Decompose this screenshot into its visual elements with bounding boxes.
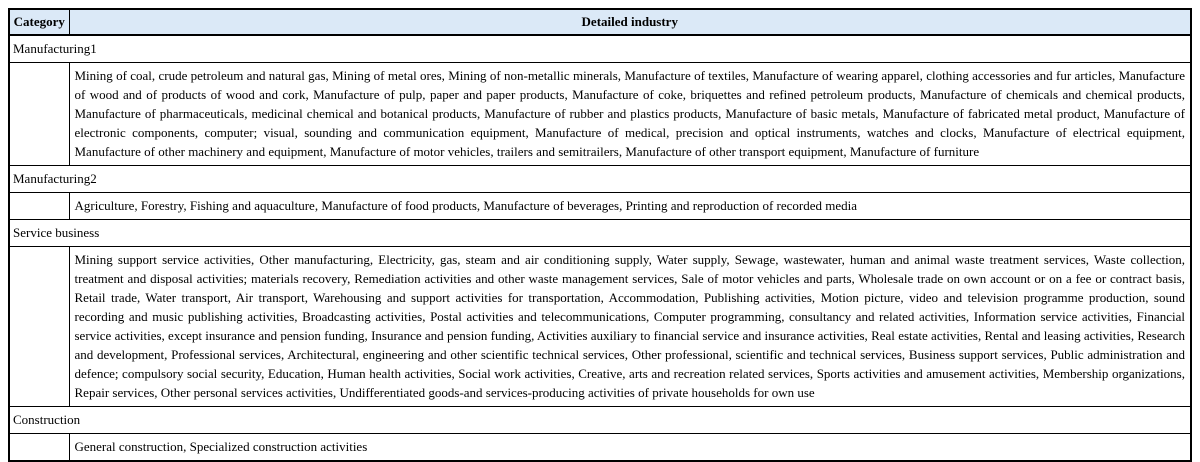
table-row: Manufacturing2	[8, 165, 1192, 193]
table-row: Agriculture, Forestry, Fishing and aquac…	[8, 192, 1192, 220]
empty-category-cell	[8, 433, 70, 462]
empty-category-cell	[8, 192, 70, 220]
table-row: General construction, Specialized constr…	[8, 433, 1192, 462]
detail-manufacturing2: Agriculture, Forestry, Fishing and aquac…	[68, 192, 1192, 220]
empty-category-cell	[8, 246, 70, 407]
category-label-construction: Construction	[8, 406, 1192, 434]
category-label-manufacturing2: Manufacturing2	[8, 165, 1192, 193]
table-row: Mining support service activities, Other…	[8, 246, 1192, 407]
category-label-service-business: Service business	[8, 219, 1192, 247]
detail-service-business: Mining support service activities, Other…	[68, 246, 1192, 407]
empty-category-cell	[8, 62, 70, 166]
header-row: Category Detailed industry	[8, 8, 1192, 36]
page: Category Detailed industry Manufacturing…	[8, 8, 1192, 462]
table-row: Construction	[8, 406, 1192, 434]
detail-manufacturing1: Mining of coal, crude petroleum and natu…	[68, 62, 1192, 166]
industry-category-table: Category Detailed industry Manufacturing…	[8, 8, 1192, 462]
category-column-header: Category	[8, 8, 70, 36]
table-row: Mining of coal, crude petroleum and natu…	[8, 62, 1192, 166]
table-row: Manufacturing1	[8, 34, 1192, 63]
category-label-manufacturing1: Manufacturing1	[8, 34, 1192, 63]
detail-column-header: Detailed industry	[68, 8, 1192, 36]
detail-construction: General construction, Specialized constr…	[68, 433, 1192, 462]
table-row: Service business	[8, 219, 1192, 247]
